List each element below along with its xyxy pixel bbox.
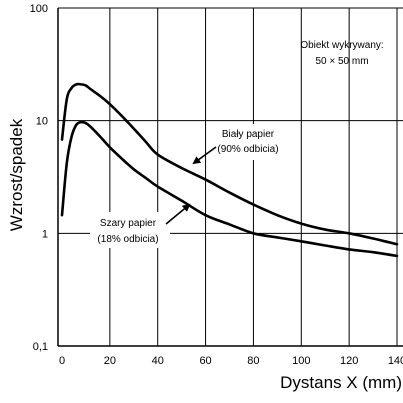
series-lines — [60, 82, 399, 258]
x-tick-label: 20 — [104, 355, 116, 367]
annotations: Obiekt wykrywany: 50 × 50 mm Biały papier (… — [90, 40, 384, 248]
annotation-white-paper: Biały papier — [222, 129, 275, 140]
annotation-gray-bg — [90, 212, 170, 248]
annotation-white-arrow — [192, 146, 217, 165]
annotation-object-size: Obiekt wykrywany: — [300, 40, 383, 51]
x-tick-label: 60 — [199, 355, 211, 367]
y-tick-label: 0,1 — [33, 341, 48, 353]
annotation-gray-paper: (18% odbicia) — [97, 234, 158, 245]
annotation-object-size: 50 × 50 mm — [315, 56, 368, 67]
series-line-gray-paper — [60, 120, 399, 258]
x-tick-label: 140 — [388, 355, 403, 367]
annotation-gray-paper: Szary papier — [100, 218, 157, 229]
x-tick-label: 120 — [340, 355, 358, 367]
y-tick-label: 1 — [42, 228, 48, 240]
x-axis-label: Dystans X (mm) — [280, 373, 402, 392]
x-tick-label: 0 — [59, 355, 65, 367]
grid — [58, 8, 403, 346]
x-tick-label: 40 — [152, 355, 164, 367]
y-tick-label: 100 — [30, 3, 48, 15]
y-tick-label: 10 — [36, 116, 48, 128]
plot-frame — [57, 7, 403, 347]
annotation-gray-arrow — [165, 203, 191, 225]
annotation-white-paper: (90% odbicia) — [217, 144, 278, 155]
x-tick-label: 80 — [247, 355, 259, 367]
annotation-white-bg — [208, 124, 286, 160]
y-axis-label: Wzrost/spadek — [7, 118, 26, 231]
tick-labels: 0 20 40 60 80 100 120 140 0,1 1 10 100 — [30, 3, 403, 367]
x-tick-label: 100 — [292, 355, 310, 367]
series-line-white-paper — [60, 82, 399, 246]
